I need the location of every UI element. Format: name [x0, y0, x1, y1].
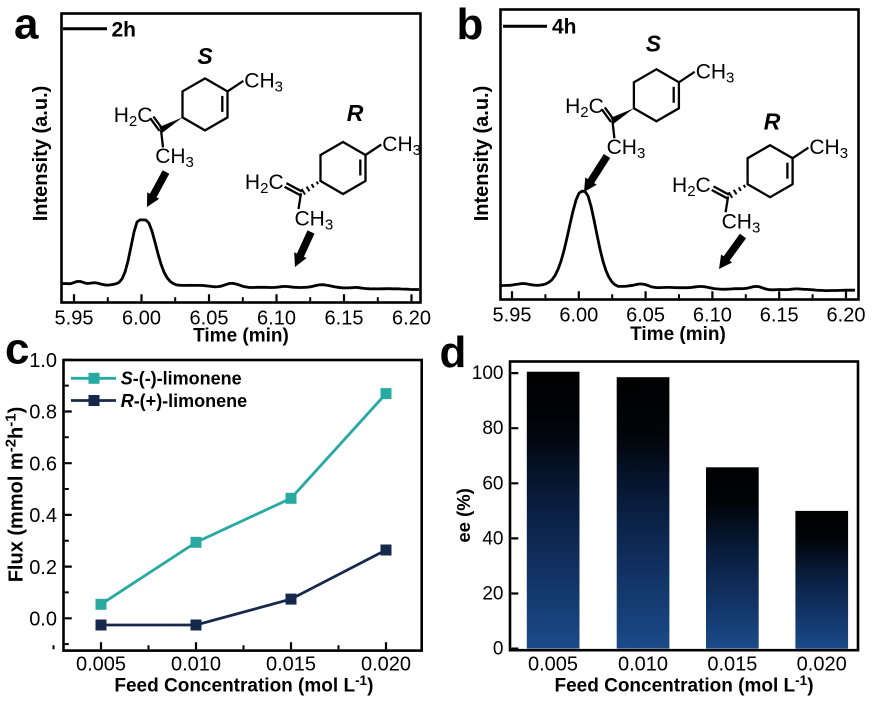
svg-text:0.010: 0.010 — [618, 654, 668, 676]
svg-text:6.00: 6.00 — [559, 305, 598, 327]
svg-text:4h: 4h — [552, 16, 577, 39]
svg-text:S: S — [646, 30, 662, 56]
svg-text:0.015: 0.015 — [707, 654, 757, 676]
svg-text:2h: 2h — [112, 19, 137, 42]
svg-text:0.020: 0.020 — [797, 654, 847, 676]
svg-text:6.10: 6.10 — [257, 307, 296, 329]
svg-text:0.010: 0.010 — [171, 654, 221, 676]
svg-text:80: 80 — [482, 418, 503, 439]
svg-text:0.4: 0.4 — [29, 505, 57, 527]
svg-text:6.20: 6.20 — [392, 307, 431, 329]
svg-text:6.20: 6.20 — [827, 305, 866, 327]
svg-text:Feed Concentration (mol L-1): Feed Concentration (mol L-1) — [114, 673, 373, 697]
svg-text:0: 0 — [493, 639, 504, 660]
svg-text:20: 20 — [482, 584, 503, 605]
svg-text:0.020: 0.020 — [361, 654, 411, 676]
svg-text:R: R — [347, 100, 364, 126]
svg-text:Time (min): Time (min) — [193, 326, 289, 347]
svg-text:6.10: 6.10 — [693, 305, 732, 327]
svg-text:6.15: 6.15 — [325, 307, 364, 329]
svg-text:b: b — [457, 0, 484, 49]
svg-text:5.95: 5.95 — [493, 305, 532, 327]
svg-text:0.6: 0.6 — [29, 453, 57, 475]
svg-text:0.8: 0.8 — [29, 402, 57, 424]
svg-text:R-(+)-limonene: R-(+)-limonene — [121, 391, 248, 411]
svg-text:H2C: H2C — [565, 95, 604, 121]
svg-text:Flux (mmol m-2h-1): Flux (mmol m-2h-1) — [3, 407, 28, 583]
svg-text:a: a — [14, 0, 39, 49]
svg-text:0.005: 0.005 — [76, 654, 126, 676]
svg-text:H2C: H2C — [672, 174, 711, 200]
svg-text:60: 60 — [482, 473, 503, 494]
svg-text:CH3: CH3 — [809, 136, 848, 162]
svg-text:ee (%): ee (%) — [453, 488, 474, 543]
svg-text:6.15: 6.15 — [760, 305, 799, 327]
svg-text:S: S — [197, 43, 213, 69]
svg-text:d: d — [440, 328, 467, 377]
svg-text:40: 40 — [482, 528, 503, 549]
svg-text:0.005: 0.005 — [528, 654, 578, 676]
svg-text:5.95: 5.95 — [55, 307, 94, 329]
svg-text:0.0: 0.0 — [29, 609, 57, 631]
svg-text:c: c — [5, 325, 29, 374]
svg-text:6.00: 6.00 — [122, 307, 161, 329]
svg-text:6.05: 6.05 — [626, 305, 665, 327]
svg-text:CH3: CH3 — [382, 133, 421, 159]
svg-text:Intensity (a.u.): Intensity (a.u.) — [471, 86, 493, 222]
svg-text:0.015: 0.015 — [266, 654, 316, 676]
svg-text:Time (min): Time (min) — [630, 324, 726, 345]
svg-text:1.0: 1.0 — [29, 350, 57, 372]
svg-text:S-(-)-limonene: S-(-)-limonene — [121, 369, 242, 389]
svg-text:Intensity (a.u.): Intensity (a.u.) — [30, 86, 52, 222]
svg-text:100: 100 — [472, 363, 504, 384]
svg-text:R: R — [764, 109, 781, 135]
svg-text:0.2: 0.2 — [29, 557, 57, 579]
svg-text:6.05: 6.05 — [190, 307, 229, 329]
svg-text:Feed Concentration (mol L-1): Feed Concentration (mol L-1) — [554, 673, 813, 697]
